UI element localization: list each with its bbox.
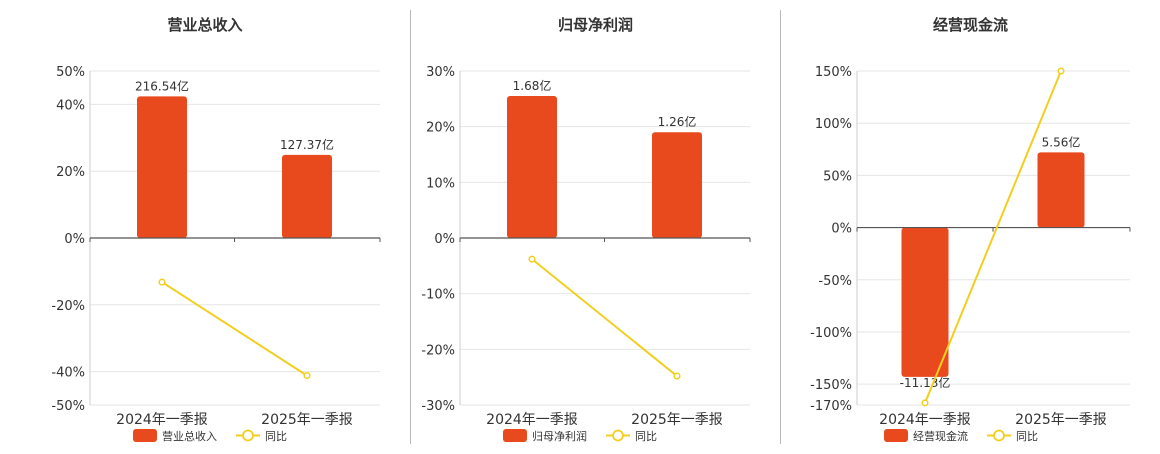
yoy-point bbox=[158, 278, 166, 286]
y-tick-label: 30% bbox=[426, 65, 455, 80]
x-category-label: 2024年一季报 bbox=[879, 412, 971, 428]
bar-value-label: 1.26亿 bbox=[658, 114, 697, 129]
y-tick-label: -40% bbox=[51, 366, 85, 381]
yoy-point bbox=[303, 372, 311, 380]
legend-line-label: 同比 bbox=[635, 430, 657, 443]
legend-bar-swatch bbox=[884, 429, 908, 442]
x-category-label: 2024年一季报 bbox=[116, 412, 208, 428]
y-tick-label: 0% bbox=[831, 222, 852, 237]
legend-line-label: 同比 bbox=[1016, 430, 1038, 443]
bar bbox=[1037, 152, 1085, 228]
yoy-point bbox=[921, 399, 929, 407]
y-tick-label: -10% bbox=[421, 288, 455, 303]
chart-title: 归母净利润 bbox=[557, 16, 633, 34]
yoy-point bbox=[673, 372, 681, 380]
legend-bar-label: 经营现金流 bbox=[913, 429, 968, 443]
x-category-label: 2025年一季报 bbox=[631, 412, 723, 428]
y-tick-label: -50% bbox=[51, 399, 85, 414]
bar-value-label: 1.68亿 bbox=[513, 78, 552, 93]
chart-panel-cash-flow: 经营现金流 150% 100% 50% 0% -50% -100% -150% -170% -1… bbox=[781, 0, 1160, 450]
chart-svg-revenue: 50% 40% 20% 0% -20% -40% -50% 216.54亿 127.37亿 202… bbox=[51, 65, 381, 443]
bar bbox=[282, 154, 332, 238]
legend-bar-swatch bbox=[133, 429, 157, 442]
y-tick-label: 20% bbox=[56, 165, 85, 180]
chart-svg-cash-flow: 150% 100% 50% 0% -50% -100% -150% -170% -11.13亿 5… bbox=[810, 65, 1131, 443]
legend-bar-swatch bbox=[503, 429, 527, 442]
yoy-line bbox=[924, 70, 1062, 404]
bar bbox=[137, 96, 187, 238]
y-tick-label: -170% bbox=[810, 399, 852, 414]
yoy-point bbox=[1057, 67, 1065, 75]
y-tick-label: -30% bbox=[421, 399, 455, 414]
y-tick-label: 0% bbox=[64, 232, 85, 247]
bar-value-label: -11.13亿 bbox=[900, 375, 951, 390]
bar-value-label: 5.56亿 bbox=[1042, 134, 1081, 149]
y-tick-label: -20% bbox=[421, 343, 455, 358]
bar bbox=[507, 96, 557, 238]
y-tick-label: 20% bbox=[426, 121, 455, 136]
chart-panel-net-profit: 归母净利润 30% 20% 10% 0% -10% -20% -30% 1.68亿 1.26亿 2… bbox=[411, 0, 780, 450]
yoy-line bbox=[161, 281, 308, 377]
legend-line-marker bbox=[242, 429, 254, 442]
y-tick-label: 50% bbox=[56, 65, 85, 80]
bar-value-label: 127.37亿 bbox=[280, 137, 334, 152]
y-tick-label: 50% bbox=[823, 169, 852, 184]
chart-title: 营业总收入 bbox=[167, 16, 243, 34]
panel-divider bbox=[410, 10, 411, 444]
y-tick-label: -100% bbox=[810, 326, 852, 341]
y-tick-label: 10% bbox=[426, 176, 455, 191]
chart-title: 经营现金流 bbox=[932, 16, 1008, 34]
y-tick-label: 100% bbox=[815, 117, 852, 132]
x-category-label: 2025年一季报 bbox=[1015, 412, 1107, 428]
yoy-line bbox=[531, 258, 678, 377]
legend-bar-label: 营业总收入 bbox=[162, 429, 217, 443]
y-tick-label: -150% bbox=[810, 378, 852, 393]
legend-line-marker bbox=[993, 429, 1005, 442]
bar bbox=[652, 132, 702, 238]
y-tick-label: -50% bbox=[818, 274, 852, 289]
x-category-label: 2025年一季报 bbox=[261, 412, 353, 428]
chart-svg-net-profit: 30% 20% 10% 0% -10% -20% -30% 1.68亿 1.26亿 2024年一季… bbox=[421, 65, 751, 443]
legend-line-label: 同比 bbox=[265, 430, 287, 443]
chart-panel-revenue: 营业总收入 50% 40% 20% 0% -20% -40% -50% 216.54亿 127.… bbox=[0, 0, 410, 450]
y-tick-label: 0% bbox=[434, 232, 455, 247]
y-tick-label: -20% bbox=[51, 299, 85, 314]
bar bbox=[901, 227, 949, 377]
bar-value-label: 216.54亿 bbox=[135, 78, 189, 93]
legend-line-marker bbox=[612, 429, 624, 442]
y-tick-label: 40% bbox=[56, 98, 85, 113]
x-category-label: 2024年一季报 bbox=[486, 412, 578, 428]
y-tick-label: 150% bbox=[815, 65, 852, 80]
yoy-point bbox=[528, 255, 536, 263]
legend-bar-label: 归母净利润 bbox=[532, 429, 587, 443]
panel-divider bbox=[780, 10, 781, 444]
